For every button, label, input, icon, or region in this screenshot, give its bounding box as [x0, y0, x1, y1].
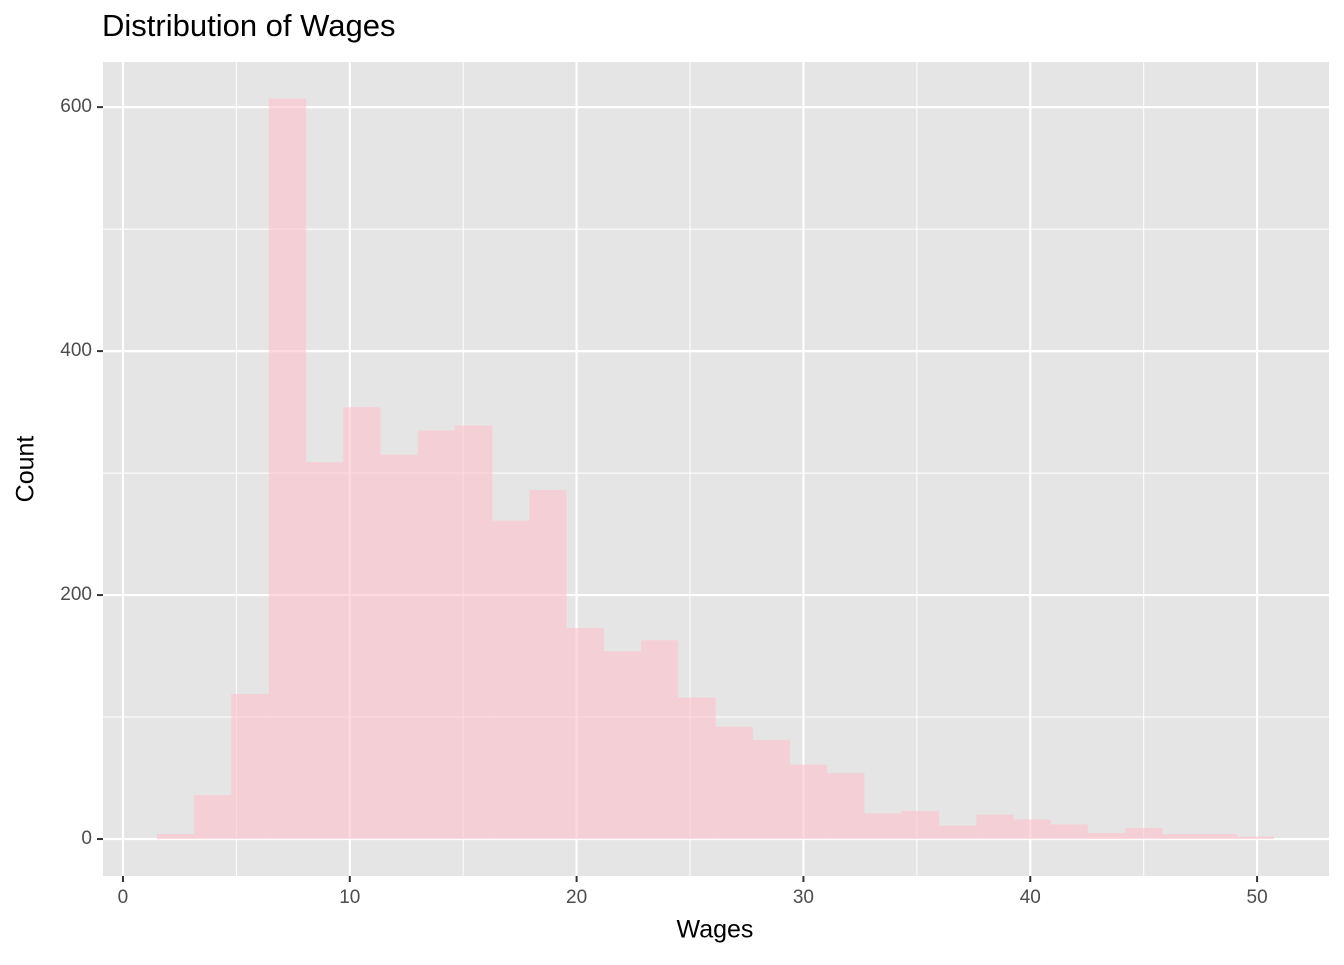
- bar: [1236, 836, 1275, 840]
- bar: [1050, 824, 1088, 840]
- bar: [939, 825, 977, 840]
- y-tick-label: 0: [81, 828, 92, 849]
- x-tick-label: 10: [339, 887, 360, 908]
- bar: [752, 740, 791, 840]
- bar: [715, 726, 753, 840]
- chart-title: Distribution of Wages: [102, 8, 395, 43]
- x-tick-label: 0: [118, 887, 129, 908]
- bar: [343, 407, 381, 840]
- bar: [976, 814, 1014, 840]
- bar: [678, 697, 716, 840]
- x-tick-label: 20: [566, 887, 587, 908]
- x-tick-label: 30: [793, 887, 814, 908]
- bar: [790, 764, 828, 840]
- y-tick-label: 400: [60, 340, 92, 361]
- bar: [231, 693, 269, 840]
- bar: [268, 98, 307, 840]
- bar: [566, 628, 604, 840]
- bar: [1199, 834, 1237, 840]
- bar: [454, 425, 493, 840]
- y-tick-label: 200: [60, 584, 92, 605]
- bar: [864, 813, 902, 840]
- bar: [641, 640, 679, 840]
- y-axis-label: Count: [12, 436, 40, 503]
- y-tick-label: 600: [60, 96, 92, 117]
- bar: [603, 651, 642, 840]
- bar: [1125, 828, 1163, 840]
- bar: [194, 795, 232, 840]
- x-axis-label: Wages: [677, 916, 754, 944]
- bar: [380, 454, 418, 840]
- bar: [156, 834, 195, 840]
- x-tick-label: 50: [1247, 887, 1268, 908]
- bar: [1013, 819, 1051, 840]
- bar: [827, 773, 865, 840]
- bar: [1162, 834, 1200, 840]
- x-tick-label: 40: [1020, 887, 1041, 908]
- bar: [306, 462, 344, 840]
- bar: [529, 490, 567, 840]
- bar: [1087, 832, 1126, 840]
- bar: [417, 430, 455, 840]
- bar: [901, 810, 940, 840]
- bar: [492, 520, 530, 840]
